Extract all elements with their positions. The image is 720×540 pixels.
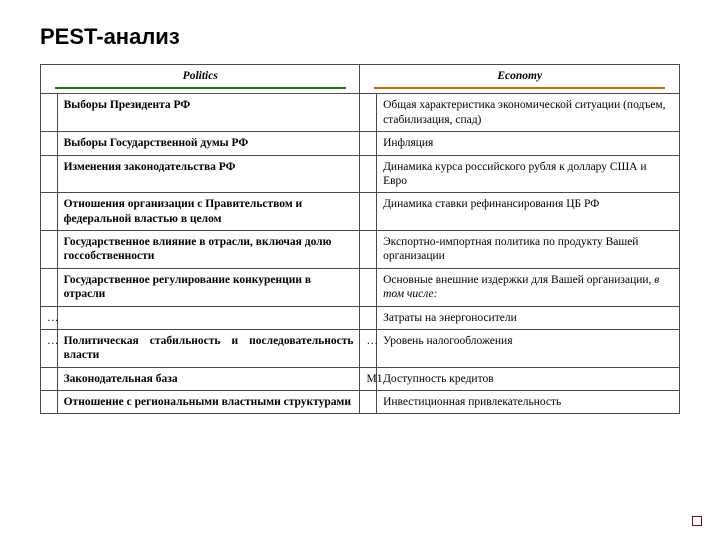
politics-header: Politics — [41, 65, 360, 94]
right-mark — [360, 306, 377, 329]
economy-cell: Инвестиционная привлекательность — [377, 391, 680, 414]
economy-underline — [374, 87, 665, 89]
right-mark: … — [360, 329, 377, 367]
economy-cell: Динамика ставки рефинансирования ЦБ РФ — [377, 193, 680, 231]
politics-cell: Законодательная база — [57, 367, 360, 390]
left-mark: … — [41, 306, 58, 329]
economy-cell: Доступность кредитов — [377, 367, 680, 390]
left-mark — [41, 132, 58, 155]
table-row: Отношения организации с Правительством и… — [41, 193, 680, 231]
left-mark — [41, 367, 58, 390]
politics-cell: Государственное влияние в отрасли, включ… — [57, 231, 360, 269]
politics-cell: Выборы Государственной думы РФ — [57, 132, 360, 155]
economy-cell: Динамика курса российского рубля к долла… — [377, 155, 680, 193]
economy-cell: Затраты на энергоносители — [377, 306, 680, 329]
table-row: Отношение с региональными властными стру… — [41, 391, 680, 414]
table-row: Законодательная базаМ1Доступность кредит… — [41, 367, 680, 390]
economy-cell: Уровень налогообложения — [377, 329, 680, 367]
politics-cell: Отношения организации с Правительством и… — [57, 193, 360, 231]
politics-cell: Выборы Президента РФ — [57, 94, 360, 132]
left-mark — [41, 94, 58, 132]
right-mark — [360, 132, 377, 155]
economy-cell: Экспортно-импортная политика по продукту… — [377, 231, 680, 269]
right-mark: М1 — [360, 367, 377, 390]
page-title: PEST-анализ — [40, 24, 680, 50]
left-mark — [41, 193, 58, 231]
table-header-row: Politics Economy — [41, 65, 680, 94]
decorative-corner-square — [692, 516, 702, 526]
right-mark — [360, 268, 377, 306]
politics-cell: Отношение с региональными властными стру… — [57, 391, 360, 414]
right-mark — [360, 231, 377, 269]
politics-header-text: Politics — [183, 70, 218, 82]
economy-cell: Общая характеристика экономической ситуа… — [377, 94, 680, 132]
table-row: Изменения законодательства РФ Динамика ку… — [41, 155, 680, 193]
table-row: Выборы Президента РФ Общая характеристика… — [41, 94, 680, 132]
table-row: … Затраты на энергоносители — [41, 306, 680, 329]
left-mark — [41, 391, 58, 414]
table-row: Государственное влияние в отрасли, включ… — [41, 231, 680, 269]
politics-cell — [57, 306, 360, 329]
politics-cell: Государственное регулирование конкуренци… — [57, 268, 360, 306]
right-mark — [360, 155, 377, 193]
left-mark — [41, 155, 58, 193]
table-row: …Политическая стабильность и последовате… — [41, 329, 680, 367]
left-mark — [41, 231, 58, 269]
politics-cell: Изменения законодательства РФ — [57, 155, 360, 193]
left-mark: … — [41, 329, 58, 367]
right-mark — [360, 391, 377, 414]
economy-header: Economy — [360, 65, 680, 94]
economy-header-text: Economy — [497, 70, 542, 82]
economy-cell: Инфляция — [377, 132, 680, 155]
right-mark — [360, 193, 377, 231]
economy-cell: Основные внешние издержки для Вашей орга… — [377, 268, 680, 306]
table-row: Государственное регулирование конкуренци… — [41, 268, 680, 306]
table-row: Выборы Государственной думы РФ Инфляция — [41, 132, 680, 155]
politics-cell: Политическая стабильность и последовател… — [57, 329, 360, 367]
right-mark — [360, 94, 377, 132]
left-mark — [41, 268, 58, 306]
table-body: Выборы Президента РФ Общая характеристика… — [41, 94, 680, 414]
pest-table: Politics Economy Выборы Президента РФ Общ… — [40, 64, 680, 414]
politics-underline — [55, 87, 346, 89]
